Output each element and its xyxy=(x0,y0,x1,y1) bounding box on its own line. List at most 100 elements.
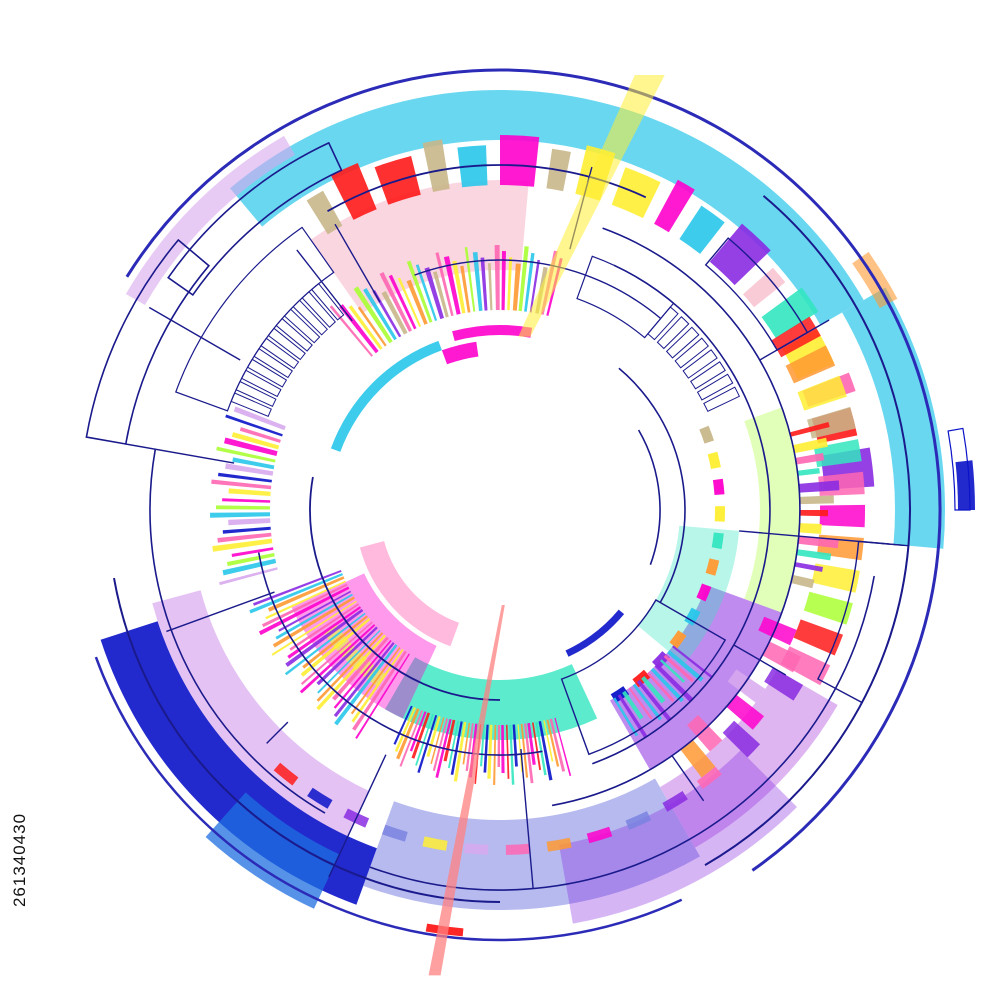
tick-mark xyxy=(265,580,346,620)
outline-band xyxy=(230,392,272,417)
radial-line xyxy=(148,306,241,361)
lilac-band xyxy=(152,590,369,837)
outline-band xyxy=(682,349,718,379)
tick-mark xyxy=(546,719,560,767)
tick-mark xyxy=(329,305,373,357)
tick-mark xyxy=(452,260,466,314)
tick-mark xyxy=(507,257,513,311)
tick-mark xyxy=(497,725,500,768)
tick-mark xyxy=(797,468,820,476)
tick-mark xyxy=(796,549,832,561)
small-square xyxy=(712,478,725,495)
tick-mark xyxy=(799,510,828,517)
tick-mark xyxy=(672,645,713,679)
outline-band xyxy=(267,327,306,361)
outline-arc xyxy=(125,68,942,872)
tick-mark xyxy=(396,708,420,760)
tick-mark xyxy=(426,716,441,757)
outline-arc xyxy=(592,264,771,765)
tick-mark xyxy=(351,648,404,723)
lime-band xyxy=(744,407,800,613)
dash-segment xyxy=(307,787,333,809)
inner-accent-arc xyxy=(452,324,533,341)
dash-segment xyxy=(586,826,613,844)
outline-arc xyxy=(637,429,661,565)
tick-mark xyxy=(352,650,407,731)
tick-mark xyxy=(613,697,639,737)
tick-mark xyxy=(527,722,536,765)
tick-mark xyxy=(494,245,500,310)
tick-mark xyxy=(529,259,540,313)
cyan-band xyxy=(842,287,945,549)
tick-mark xyxy=(275,593,353,640)
tick-mark xyxy=(357,306,387,347)
tick-mark xyxy=(316,632,384,702)
outline-band xyxy=(647,306,679,341)
color-block xyxy=(500,135,540,187)
outline-arc xyxy=(113,577,501,903)
radial-line xyxy=(671,755,705,802)
tick-mark xyxy=(212,538,273,552)
radial-line xyxy=(125,443,235,464)
radial-line xyxy=(739,530,904,546)
tick-mark xyxy=(650,667,684,703)
tick-mark xyxy=(641,676,666,704)
color-block xyxy=(306,190,343,235)
outline-band xyxy=(947,427,971,511)
tick-mark xyxy=(272,596,355,648)
dash-segment xyxy=(463,843,489,855)
outline-band xyxy=(310,282,345,321)
dash-segment xyxy=(546,837,572,852)
color-block xyxy=(761,287,819,339)
tick-mark xyxy=(632,683,662,721)
tick-mark xyxy=(262,583,348,628)
tick-mark xyxy=(233,406,286,431)
inner-accent-arc xyxy=(441,341,479,365)
tick-mark xyxy=(660,659,686,683)
tick-mark xyxy=(792,437,828,454)
radial-line xyxy=(296,249,353,322)
tick-mark xyxy=(798,480,840,493)
outline-band xyxy=(690,361,726,390)
inner-accent-arc xyxy=(330,340,442,452)
tick-mark xyxy=(512,263,521,311)
tick-mark xyxy=(795,453,825,465)
color-block xyxy=(422,139,450,192)
outline-band xyxy=(703,386,741,412)
outline-band xyxy=(576,255,675,339)
outline-band xyxy=(674,337,710,369)
tick-mark xyxy=(450,721,463,775)
outline-band xyxy=(656,316,690,350)
lilac-band xyxy=(125,135,296,305)
tick-mark xyxy=(424,267,444,320)
tick-mark xyxy=(667,650,704,682)
outline-band xyxy=(167,141,343,297)
tick-mark xyxy=(794,562,823,572)
color-block xyxy=(726,694,764,730)
outline-band xyxy=(816,540,910,704)
tick-mark xyxy=(415,714,434,766)
color-block xyxy=(797,375,847,411)
radial-line xyxy=(520,749,534,889)
outline-band xyxy=(275,317,313,352)
tick-mark xyxy=(654,663,694,702)
outline-arc xyxy=(618,367,686,603)
tick-mark xyxy=(622,690,644,720)
yellow-light-ray xyxy=(518,75,665,337)
dash-segment xyxy=(273,762,299,786)
tick-mark xyxy=(520,723,529,778)
cyan-band xyxy=(230,90,864,325)
small-square xyxy=(714,506,726,522)
small-square xyxy=(669,630,687,649)
tick-mark xyxy=(480,257,488,311)
outline-arc xyxy=(369,575,875,891)
tick-mark xyxy=(231,432,280,450)
tick-mark xyxy=(300,621,373,685)
tick-mark xyxy=(393,705,413,745)
outer-accent-mark xyxy=(955,460,975,510)
tick-mark xyxy=(224,437,278,456)
color-block xyxy=(709,223,771,286)
outline-arc xyxy=(149,449,326,814)
tick-mark xyxy=(628,687,653,720)
